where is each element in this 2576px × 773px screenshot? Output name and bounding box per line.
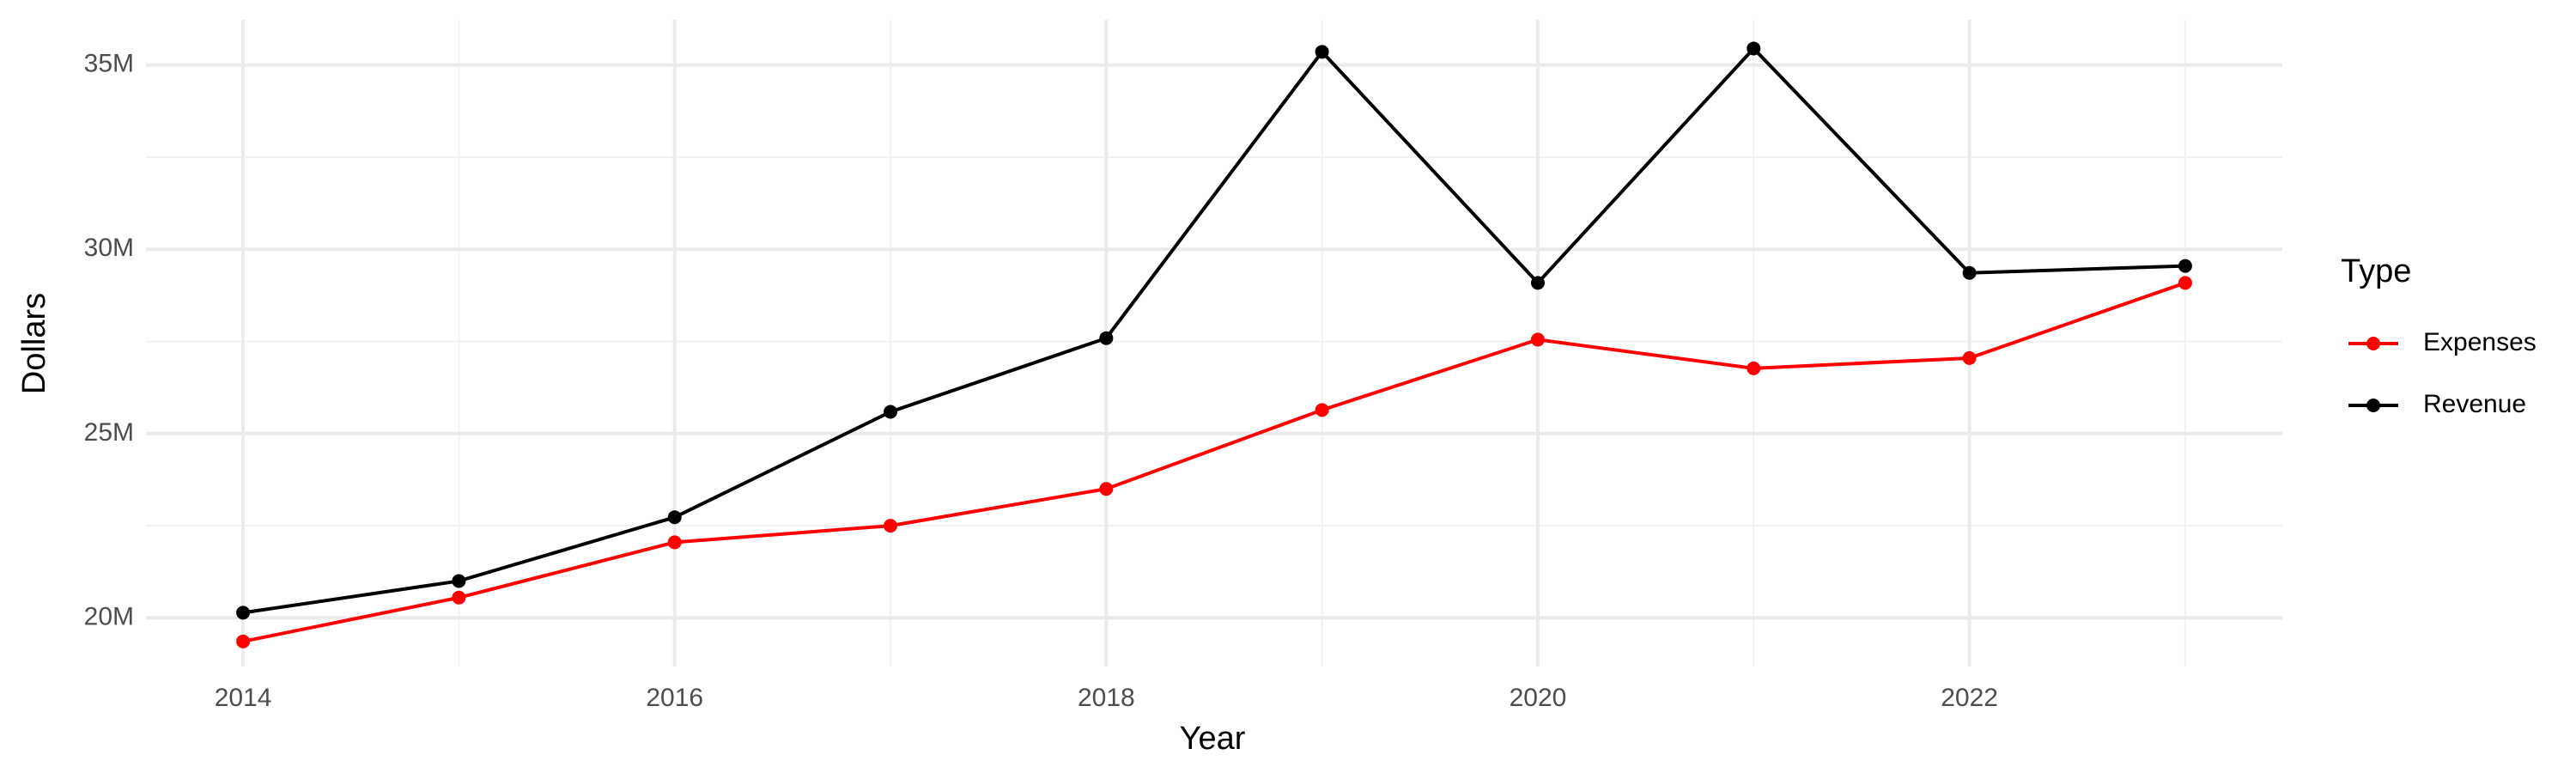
data-point xyxy=(1315,403,1329,417)
data-point xyxy=(1099,331,1114,345)
data-point xyxy=(667,535,682,550)
y-tick-label: 25M xyxy=(84,418,134,447)
data-point xyxy=(1747,361,1761,375)
data-point xyxy=(1530,276,1545,290)
data-point xyxy=(1530,332,1545,347)
x-tick-label: 2018 xyxy=(1078,684,1135,712)
data-point xyxy=(236,606,251,620)
data-point xyxy=(1962,265,1977,280)
data-point xyxy=(667,510,682,525)
legend: Expenses Revenue xyxy=(2348,328,2537,418)
data-point xyxy=(2178,259,2192,273)
y-tick-label: 30M xyxy=(84,234,134,262)
grid xyxy=(146,20,2282,666)
legend-label: Expenses xyxy=(2423,328,2537,356)
data-point xyxy=(884,519,898,533)
data-point xyxy=(236,634,251,648)
y-tick-label: 20M xyxy=(84,602,134,630)
x-tick-label: 2022 xyxy=(1941,684,1998,712)
series-line xyxy=(242,281,2186,643)
data-point xyxy=(1747,41,1761,56)
series-line xyxy=(242,46,2185,615)
x-tick-label: 2020 xyxy=(1510,684,1567,712)
legend-label: Revenue xyxy=(2423,390,2526,418)
legend-key-point xyxy=(2366,337,2380,350)
x-tick-label: 2014 xyxy=(215,684,272,712)
y-tick-label: 35M xyxy=(84,50,134,78)
data-point xyxy=(2178,276,2192,290)
data-point xyxy=(1099,482,1114,496)
data-point xyxy=(1315,45,1329,59)
x-tick-label: 2016 xyxy=(646,684,703,712)
legend-key-point xyxy=(2366,399,2380,412)
data-point xyxy=(1962,350,1977,365)
legend-title: Type xyxy=(2341,253,2411,289)
data-point xyxy=(452,590,466,605)
data-point xyxy=(884,405,898,419)
x-axis-title: Year xyxy=(1180,721,1246,757)
data-point xyxy=(452,574,466,588)
y-axis-title: Dollars xyxy=(16,293,52,394)
